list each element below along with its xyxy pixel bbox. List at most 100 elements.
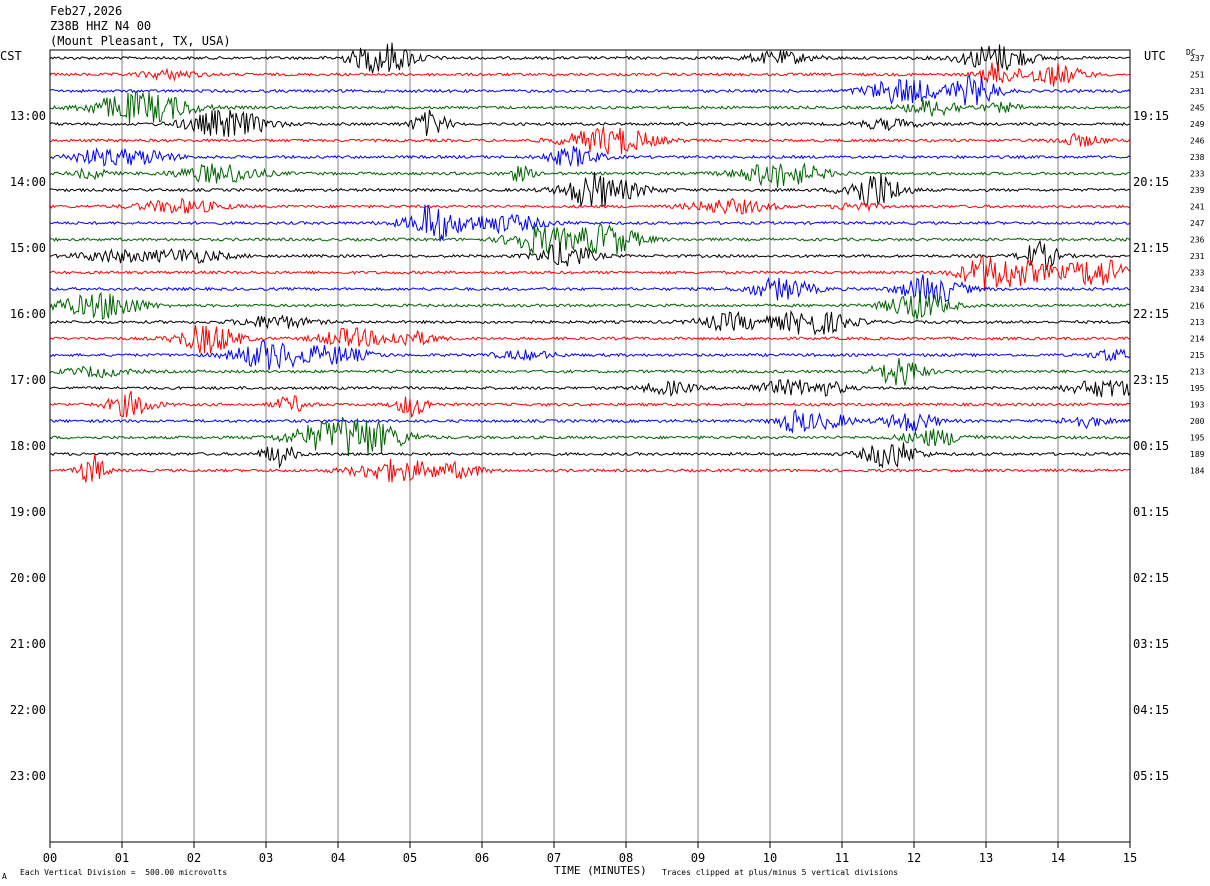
right-hour-label: 00:15 [1133,439,1169,453]
dc-offset-label: 184 [1190,467,1205,476]
dc-offset-label: 195 [1190,434,1205,443]
right-hour-label: 05:15 [1133,769,1169,783]
seismic-trace [49,62,1131,87]
seismic-trace [49,290,1131,320]
dc-offset-label: 200 [1190,417,1205,426]
x-tick-label: 12 [907,851,921,865]
right-hour-label: 02:15 [1133,571,1169,585]
left-hour-label: 17:00 [10,373,46,387]
right-hour-label: 20:15 [1133,175,1169,189]
left-timezone-label: CST [0,49,22,63]
seismic-trace [49,390,1131,418]
plot-frame [49,49,1131,843]
x-tick-label: 13 [979,851,993,865]
right-timezone-label: UTC [1144,49,1166,63]
seismic-trace [49,417,1131,457]
header-date: Feb27,2026 [50,4,123,18]
right-hour-label: 04:15 [1133,703,1169,717]
x-tick-label: 03 [259,851,273,865]
seismic-trace [49,255,1131,291]
x-tick-label: 00 [43,851,57,865]
corner-mark: A [2,872,7,881]
seismic-trace [49,162,1131,188]
left-hour-label: 19:00 [10,505,46,519]
dc-offset-label: 214 [1190,335,1205,344]
seismic-trace [49,42,1130,74]
seismic-trace [49,442,1131,469]
dc-offset-label: 193 [1190,401,1205,410]
left-hour-label: 23:00 [10,769,46,783]
x-tick-label: 01 [115,851,129,865]
dc-offset-label: 241 [1190,203,1205,212]
x-tick-label: 11 [835,851,849,865]
x-tick-label: 14 [1051,851,1065,865]
dc-offset-label: 233 [1190,170,1205,179]
clip-note: Traces clipped at plus/minus 5 vertical … [662,868,899,877]
dc-offset-label: 236 [1190,236,1205,245]
right-hour-label: 03:15 [1133,637,1169,651]
left-hour-label: 16:00 [10,307,46,321]
seismic-traces [49,42,1131,483]
dc-offset-label: 189 [1190,450,1205,459]
left-hour-label: 20:00 [10,571,46,585]
seismic-trace [49,239,1131,272]
x-axis-title: TIME (MINUTES) [554,864,647,877]
seismic-trace [49,325,1130,354]
header-location: (Mount Pleasant, TX, USA) [50,34,231,48]
right-hour-label: 22:15 [1133,307,1169,321]
seismic-trace [49,222,1131,255]
x-tick-label: 04 [331,851,345,865]
left-hour-label: 21:00 [10,637,46,651]
seismic-trace [49,309,1131,336]
dc-offset-label: 251 [1190,71,1205,80]
x-tick-label: 05 [403,851,417,865]
left-hour-label: 13:00 [10,109,46,123]
axis-labels: 00 01 02 03 04 05 06 07 08 09 10 11 12 13 14 15 13:00 19:… [10,54,1205,865]
x-tick-label: 08 [619,851,633,865]
left-hour-label: 18:00 [10,439,46,453]
x-tick-label: 10 [763,851,777,865]
x-tick-label: 06 [475,851,489,865]
dc-offset-label: 247 [1190,219,1205,228]
seismic-trace [49,453,1131,483]
dc-offset-label: 213 [1190,368,1205,377]
seismic-trace [49,171,1131,207]
seismic-trace [49,109,1131,137]
dc-offset-label: 231 [1190,252,1205,261]
x-tick-label: 15 [1123,851,1137,865]
left-hour-label: 22:00 [10,703,46,717]
dc-offset-label: 246 [1190,137,1205,146]
right-hour-label: 21:15 [1133,241,1169,255]
dc-offset-label: 215 [1190,351,1205,360]
seismic-trace [49,75,1131,106]
seismic-trace [49,379,1131,398]
seismic-trace [49,145,1131,168]
x-tick-label: 02 [187,851,201,865]
dc-offset-label: 238 [1190,153,1205,162]
seismic-trace [49,339,1131,371]
dc-offset-label: 231 [1190,87,1205,96]
dc-offset-label: 216 [1190,302,1205,311]
dc-offset-label: 213 [1190,318,1205,327]
seismic-trace [49,408,1131,435]
header-station: Z38B HHZ N4 00 [50,19,152,33]
dc-offset-label: 239 [1190,186,1205,195]
left-hour-label: 15:00 [10,241,46,255]
seismic-trace [49,89,1131,124]
dc-offset-label: 234 [1190,285,1205,294]
dc-offset-label: 195 [1190,384,1205,393]
dc-header-label: DC [1186,48,1196,57]
dc-offset-label: 233 [1190,269,1205,278]
seismic-trace [49,358,1131,386]
x-tick-label: 09 [691,851,705,865]
minute-gridlines [49,50,1131,848]
right-hour-label: 19:15 [1133,109,1169,123]
seismic-trace [49,126,1131,155]
dc-offset-label: 237 [1190,54,1205,63]
right-hour-label: 23:15 [1133,373,1169,387]
right-hour-label: 01:15 [1133,505,1169,519]
seismic-trace [49,197,1131,215]
dc-offset-label: 249 [1190,120,1205,129]
left-hour-label: 14:00 [10,175,46,189]
